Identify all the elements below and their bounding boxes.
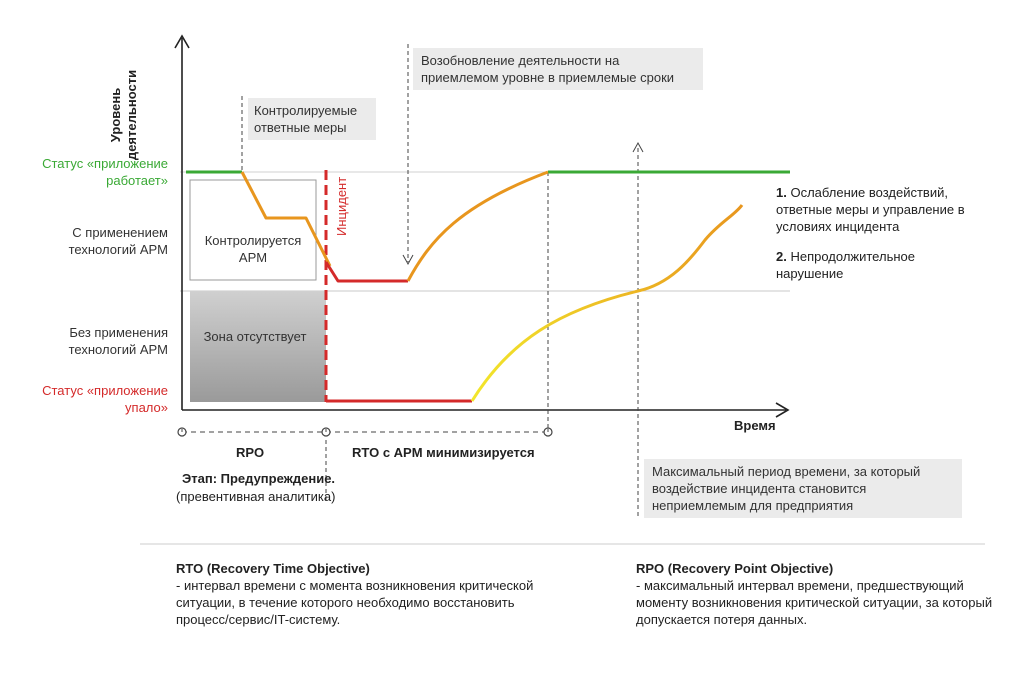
max-period-callout: Максимальный период времени, за который … <box>644 459 962 518</box>
legend-item-1: 1. Ослабление воздействий, ответные меры… <box>776 184 976 235</box>
level-crashed-label: Статус «приложение упало» <box>42 383 168 415</box>
stage-subtitle: (превентивная аналитика) <box>176 489 336 504</box>
rpo-timeline-label: RPO <box>236 445 265 460</box>
y-axis-label-line2: деятельности <box>124 69 139 161</box>
rto-definition-title: RTO (Recovery Time Objective) <box>176 561 370 576</box>
y-axis-label: Уровень деятельности <box>108 60 140 170</box>
legend-item-1-text: Ослабление воздействий, ответные меры и … <box>776 185 965 234</box>
rto-definition-text: - интервал времени с момента возникновен… <box>176 578 534 627</box>
x-axis-arrow <box>775 402 790 418</box>
controlled-apm-label: Контролируется APM <box>204 233 302 265</box>
legend-item-2: 2. Непродолжительное нарушение <box>776 248 956 282</box>
legend-item-1-num: 1. <box>776 185 787 200</box>
absent-zone-box <box>190 291 326 402</box>
legend-item-2-num: 2. <box>776 249 787 264</box>
rpo-definition: RPO (Recovery Point Objective) - максима… <box>636 560 996 628</box>
y-axis-arrow <box>174 34 190 49</box>
controlled-measures-callout: Контролируемые ответные меры <box>248 98 376 140</box>
y-axis-label-line1: Уровень <box>108 87 123 143</box>
x-axis-label: Время <box>734 418 776 433</box>
level-with-apm-label: С применением технологий APM <box>68 225 168 257</box>
rpo-definition-text: - максимальный интервал времени, предшес… <box>636 578 993 627</box>
max-period-arrow <box>632 141 644 153</box>
controlled-apm-box <box>189 179 317 281</box>
resumption-arrow <box>402 254 414 266</box>
apm-decline-curve <box>240 171 332 267</box>
resumption-callout: Возобновление деятельности на приемлемом… <box>413 48 703 90</box>
rto-definition: RTO (Recovery Time Objective) - интервал… <box>176 560 556 628</box>
rto-timeline-label: RTO с APM минимизируется <box>352 445 535 460</box>
absent-zone-label: Зона отсутствует <box>203 329 307 344</box>
level-without-apm-label: Без применения технологий APM <box>68 325 168 357</box>
incident-label: Инцидент <box>334 176 349 236</box>
stage-title: Этап: Предупреждение. <box>182 471 336 486</box>
apm-low-red <box>324 261 408 283</box>
no-apm-recovery-curve <box>470 204 744 402</box>
apm-recovery-curve <box>406 170 549 282</box>
level-working-label: Статус «приложение работает» <box>42 156 168 188</box>
legend-item-2-text: Непродолжительное нарушение <box>776 249 915 281</box>
rpo-definition-title: RPO (Recovery Point Objective) <box>636 561 834 576</box>
